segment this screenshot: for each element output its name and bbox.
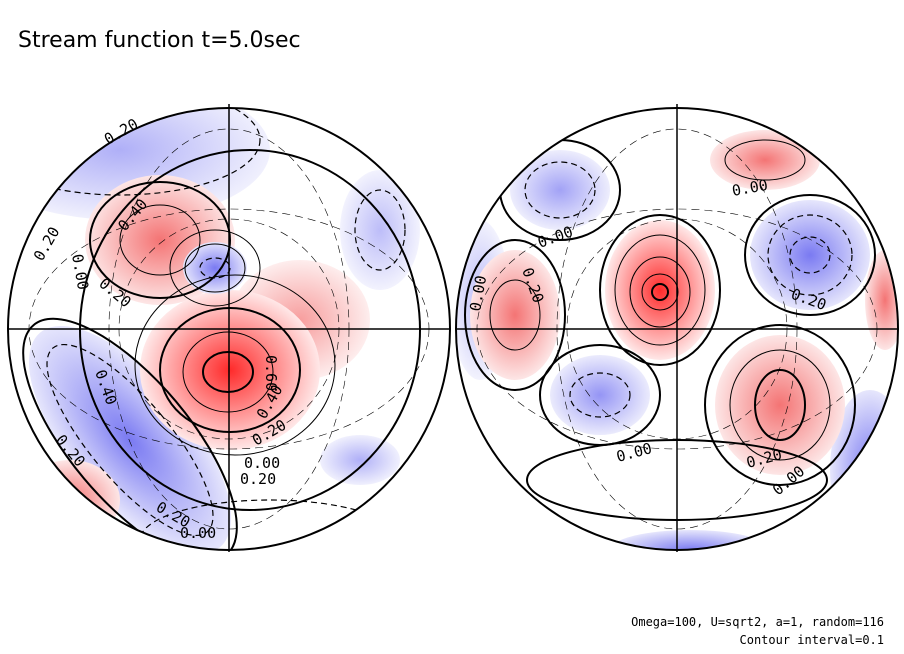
footnote: Contour interval=0.1: [740, 633, 885, 647]
left-hemisphere: [8, 108, 450, 550]
contour-label: 0.00: [180, 524, 216, 542]
contour-label: 0.00: [244, 454, 280, 472]
contour-label: 0.60: [262, 355, 280, 391]
contour-label: 0.00: [68, 253, 92, 292]
footnote: Omega=100, U=sqrt2, a=1, random=116: [631, 615, 884, 629]
contour-label: 0.00: [731, 176, 770, 200]
title: Stream function t=5.0sec: [18, 28, 301, 53]
contour-label: 0.20: [240, 470, 276, 488]
contour-label: 0.00: [466, 274, 490, 313]
